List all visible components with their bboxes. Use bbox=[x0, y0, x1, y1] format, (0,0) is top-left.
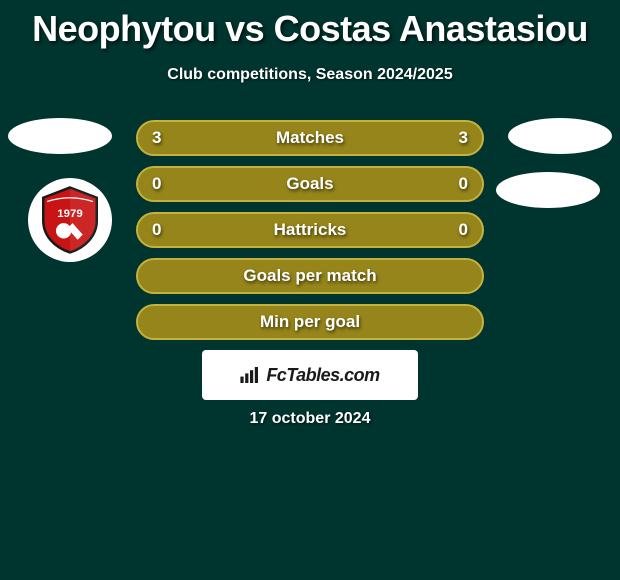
fctables-logo[interactable]: FcTables.com bbox=[202, 350, 418, 400]
stat-rows: 3 Matches 3 0 Goals 0 0 Hattricks 0 Goal… bbox=[136, 120, 484, 350]
stat-row-matches: 3 Matches 3 bbox=[136, 120, 484, 156]
stat-label: Goals bbox=[286, 174, 333, 194]
bars-icon bbox=[240, 367, 260, 383]
player-avatar-right bbox=[508, 118, 612, 154]
player-avatar-left bbox=[8, 118, 112, 154]
stat-row-hattricks: 0 Hattricks 0 bbox=[136, 212, 484, 248]
club-badge-left: 1979 bbox=[28, 178, 112, 262]
stat-row-goals: 0 Goals 0 bbox=[136, 166, 484, 202]
stat-label: Hattricks bbox=[274, 220, 347, 240]
stat-left-value: 0 bbox=[152, 220, 161, 240]
stat-label: Goals per match bbox=[243, 266, 376, 286]
shield-icon: 1979 bbox=[37, 185, 103, 255]
stat-label: Matches bbox=[276, 128, 344, 148]
stat-row-min-per-goal: Min per goal bbox=[136, 304, 484, 340]
subtitle: Club competitions, Season 2024/2025 bbox=[0, 66, 620, 84]
stat-row-goals-per-match: Goals per match bbox=[136, 258, 484, 294]
stat-right-value: 0 bbox=[459, 220, 468, 240]
stat-right-value: 3 bbox=[459, 128, 468, 148]
svg-text:1979: 1979 bbox=[57, 208, 82, 220]
stat-right-value: 0 bbox=[459, 174, 468, 194]
page-title: Neophytou vs Costas Anastasiou bbox=[0, 0, 620, 50]
logo-text: FcTables.com bbox=[266, 365, 379, 386]
date-text: 17 october 2024 bbox=[0, 410, 620, 428]
stat-label: Min per goal bbox=[260, 312, 360, 332]
stat-left-value: 3 bbox=[152, 128, 161, 148]
club-badge-right bbox=[496, 172, 600, 208]
stat-left-value: 0 bbox=[152, 174, 161, 194]
